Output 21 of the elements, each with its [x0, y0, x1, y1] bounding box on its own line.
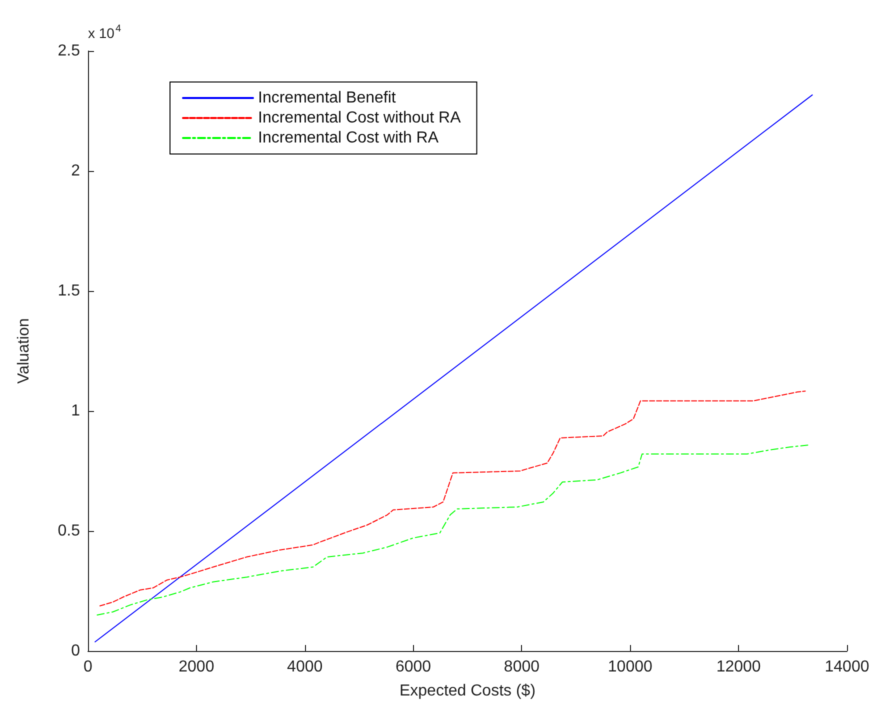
legend-label: Incremental Cost without RA [258, 110, 462, 126]
y-tick-label: 1 [71, 402, 80, 420]
y-tick-label: 1.5 [58, 282, 80, 300]
legend-label: Incremental Benefit [258, 90, 396, 106]
x-tick-label: 10000 [608, 658, 652, 676]
x-tick-label: 4000 [287, 658, 323, 676]
x-tick-label: 14000 [824, 658, 870, 676]
y-tick-label: 2 [71, 162, 80, 180]
y-tick-label: 0.5 [58, 522, 80, 540]
x-tick-label: 8000 [504, 658, 540, 676]
y-tick-label: 0 [71, 642, 80, 660]
x-tick-label: 0 [84, 658, 93, 676]
legend-label: Incremental Cost with RA [258, 130, 439, 146]
x-axis-title: Expected Costs ($) [399, 682, 536, 700]
y-tick-label: 2.5 [58, 42, 80, 60]
x-tick-label: 6000 [395, 658, 432, 676]
line-series [99, 390, 806, 606]
x-tick-label: 12000 [716, 658, 761, 676]
line-series [96, 444, 808, 616]
x-tick-label: 2000 [178, 658, 214, 676]
y-axis-title: Valuation [16, 318, 32, 384]
